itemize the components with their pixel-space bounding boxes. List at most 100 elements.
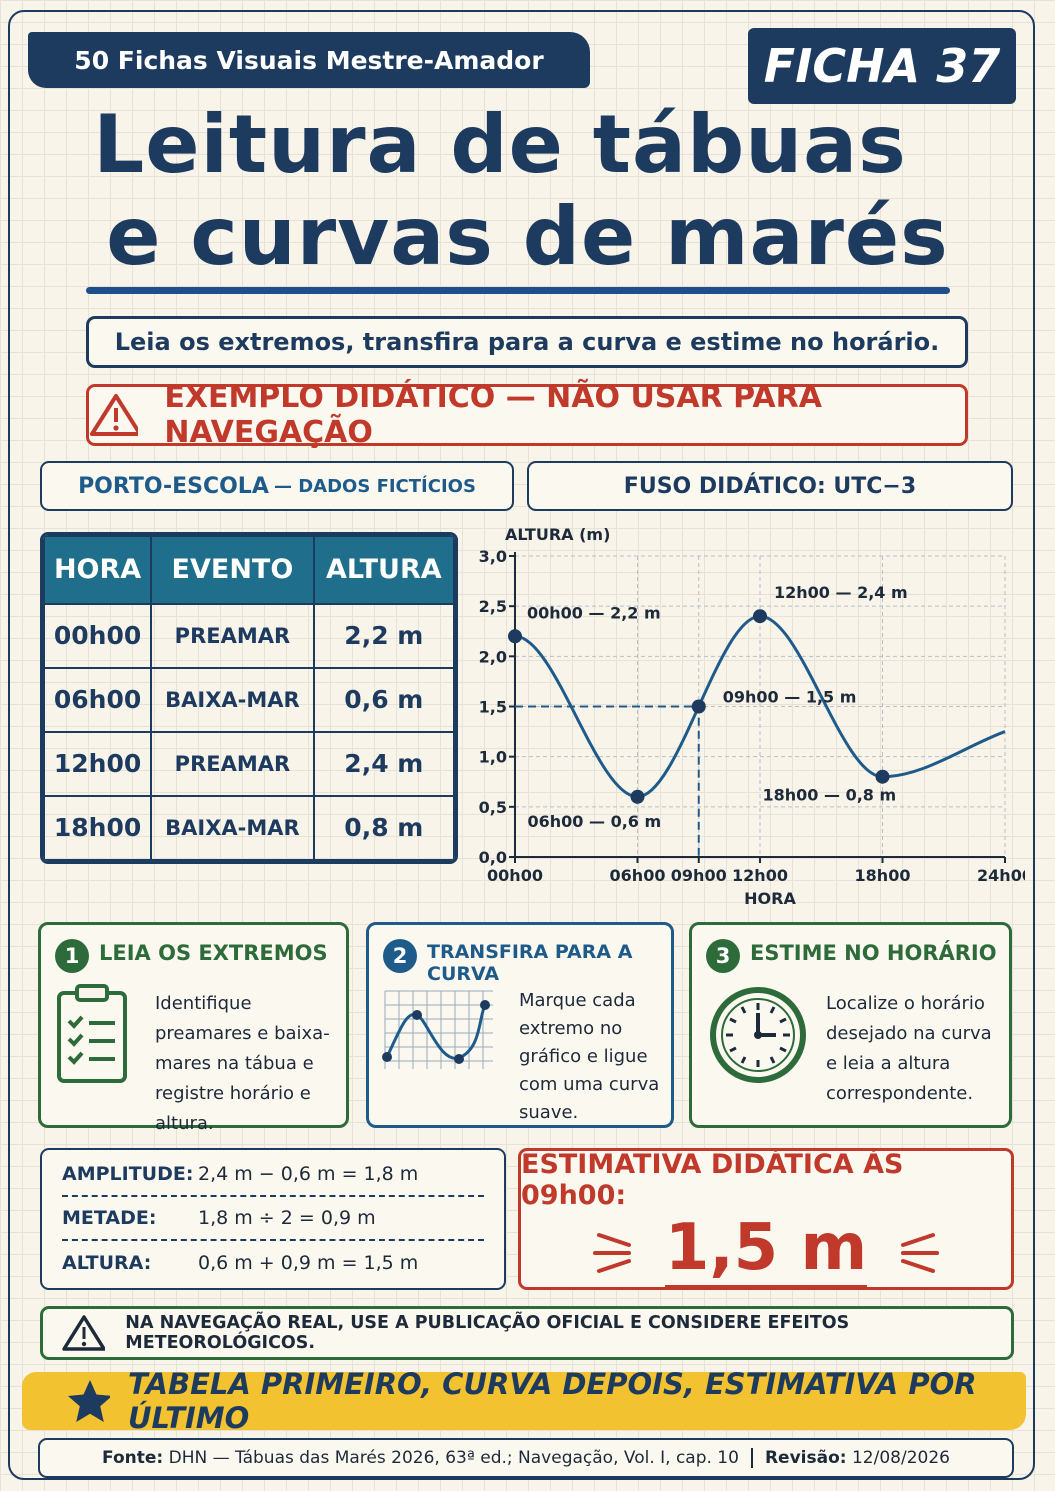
warning-box: EXEMPLO DIDÁTICO — NÃO USAR PARA NAVEGAÇ… [86, 380, 968, 450]
table-cell: PREAMAR [150, 730, 315, 797]
table-cell: 0,6 m [312, 666, 455, 733]
column-header: EVENTO [150, 535, 315, 605]
table-cell: 00h00 [43, 602, 153, 669]
data-point [508, 629, 522, 644]
clock-icon [710, 987, 806, 1083]
revision-label: Revisão: [764, 1448, 847, 1468]
port-box: PORTO-ESCOLA — DADOS FICTÍCIOS [40, 461, 514, 511]
title-line: Leitura de tábuas [93, 98, 907, 191]
y-tick-label: 2,5 [479, 597, 507, 616]
guide-line [515, 705, 700, 857]
series-bar: 50 Fichas Visuais Mestre-Amador [28, 32, 590, 88]
sheet-badge: FICHA 37 [748, 28, 1016, 104]
calc-row: ALTURA: 0,6 m + 0,9 m = 1,5 m [62, 1241, 484, 1285]
table-row: 12h00 PREAMAR 2,4 m [43, 730, 455, 797]
table-cell: 0,8 m [312, 794, 455, 861]
title-underline [86, 287, 950, 294]
table-row: 18h00 BAIXA-MAR 0,8 m [43, 794, 455, 861]
step-title: LEIA OS EXTREMOS [99, 941, 328, 965]
warning-icon [90, 394, 139, 436]
y-tick-label: 1,5 [479, 698, 507, 717]
step-text: Localize o horário desejado na curva e l… [826, 993, 992, 1104]
note-text: NA NAVEGAÇÃO REAL, USE A PUBLICAÇÃO OFIC… [125, 1313, 850, 1353]
estimate-value: 1,5 m [664, 1211, 868, 1290]
calc-row: METADE: 1,8 m ÷ 2 = 0,9 m [62, 1197, 484, 1241]
table-cell: 18h00 [43, 794, 153, 861]
estimate-row: 1,5 m [591, 1211, 941, 1290]
y-axis-title: ALTURA (m) [505, 525, 610, 544]
calc-expression: 2,4 m − 0,6 m = 1,8 m [198, 1163, 419, 1185]
step-text: Marque cada extremo no gráfico e ligue c… [519, 990, 660, 1123]
sheet-number: FICHA 37 [763, 39, 1001, 93]
note-icon [62, 1315, 106, 1351]
banner-text: TABELA PRIMEIRO, CURVA DEPOIS, ESTIMATIV… [127, 1367, 977, 1435]
banner: TABELA PRIMEIRO, CURVA DEPOIS, ESTIMATIV… [22, 1367, 1026, 1435]
calculation-box: AMPLITUDE: 2,4 m − 0,6 m = 1,8 m METADE: 1,… [40, 1148, 506, 1290]
estimate-box: ESTIMATIVA DIDÁTICA ÀS 09h00: 1,5 m [518, 1148, 1014, 1290]
table-cell: BAIXA-MAR [150, 794, 315, 861]
data-label: 06h00 — 0,6 m [528, 812, 662, 831]
data-point [875, 769, 890, 784]
star-icon [68, 1380, 110, 1422]
series-name: 50 Fichas Visuais Mestre-Amador [74, 45, 544, 75]
warning-text: EXEMPLO DIDÁTICO — NÃO USAR PARA NAVEGAÇ… [164, 380, 822, 450]
calc-row: AMPLITUDE: 2,4 m − 0,6 m = 1,8 m [62, 1153, 484, 1197]
burst-lines [901, 1233, 940, 1273]
note-box: NA NAVEGAÇÃO REAL, USE A PUBLICAÇÃO OFIC… [40, 1306, 1014, 1360]
page-frame [8, 10, 1035, 1480]
table-cell: 2,2 m [312, 602, 455, 669]
x-tick-label: 09h00 [671, 866, 727, 885]
step-title: ESTIME NO HORÁRIO [750, 941, 997, 965]
calc-expression: 0,6 m + 0,9 m = 1,5 m [198, 1252, 419, 1274]
y-tick-label: 2,0 [479, 647, 507, 666]
timezone-box: FUSO DIDÁTICO: UTC−3 [527, 461, 1013, 511]
calc-expression: 1,8 m ÷ 2 = 0,9 m [198, 1207, 376, 1229]
axes [514, 552, 1005, 858]
x-tick-label: 18h00 [855, 866, 911, 885]
tide-table: HORA EVENTO ALTURA 00h00 PREAMAR 2,2 m 06h00 BA… [40, 532, 458, 864]
burst-lines [592, 1233, 631, 1273]
port-name: PORTO-ESCOLA [78, 473, 269, 499]
data-label: 18h00 — 0,8 m [763, 786, 897, 805]
calc-label: AMPLITUDE: [62, 1163, 194, 1185]
y-tick-label: 1,0 [479, 748, 507, 767]
table: HORA EVENTO ALTURA 00h00 PREAMAR 2,2 m 06h00 BA… [43, 535, 455, 861]
step-number: 1 [55, 939, 89, 973]
table-cell: PREAMAR [150, 602, 315, 669]
port-note: — DADOS FICTÍCIOS [273, 475, 476, 497]
table-row: 06h00 BAIXA-MAR 0,6 m [43, 666, 455, 733]
source: DHN — Tábuas das Marés 2026, 63ª ed.; Na… [169, 1448, 753, 1468]
data-point [691, 699, 706, 714]
timezone: FUSO DIDÁTICO: UTC−3 [623, 473, 917, 499]
data-label: 00h00 — 2,2 m [527, 603, 661, 622]
data-label: 09h00 — 1,5 m [723, 688, 857, 707]
step-text: Identifique preamares e baixa-mares na t… [155, 993, 330, 1134]
step-card: 3 ESTIME NO HORÁRIO Localize o horário d… [689, 922, 1012, 1128]
table-cell: 12h00 [43, 730, 153, 797]
clipboard-icon [57, 984, 127, 1083]
calc-label: METADE: [62, 1207, 157, 1229]
data-label: 12h00 — 2,4 m [774, 583, 908, 602]
table-header-row: HORA EVENTO ALTURA [43, 535, 455, 605]
x-tick-label: 12h00 [732, 866, 788, 885]
step-number: 3 [706, 939, 740, 973]
revision: 12/08/2026 [851, 1448, 950, 1468]
table-cell: BAIXA-MAR [150, 666, 315, 733]
data-point [753, 609, 767, 624]
table-row: 00h00 PREAMAR 2,2 m [43, 602, 455, 669]
calc-label: ALTURA: [62, 1252, 152, 1274]
summary-box: Leia os extremos, transfira para a curva… [86, 316, 968, 368]
x-tick-label: 00h00 [487, 866, 543, 885]
footer: Fonte: DHN — Tábuas das Marés 2026, 63ª … [38, 1438, 1014, 1478]
step-card: 2 TRANSFIRA PARA A CURVA Marque cada ext… [366, 922, 674, 1128]
column-header: ALTURA [312, 535, 455, 605]
step-card: 1 LEIA OS EXTREMOS Identifique preamares… [38, 922, 349, 1134]
estimate-title: ESTIMATIVA DIDÁTICA ÀS 09h00: [521, 1148, 904, 1211]
tide-chart: ALTURA (m) HORA 0,0 0,5 1,0 1,5 2,0 2,5 3,0 00h00… [479, 525, 1025, 908]
x-axis-title: HORA [744, 889, 796, 908]
y-tick-label: 0,0 [479, 848, 507, 867]
